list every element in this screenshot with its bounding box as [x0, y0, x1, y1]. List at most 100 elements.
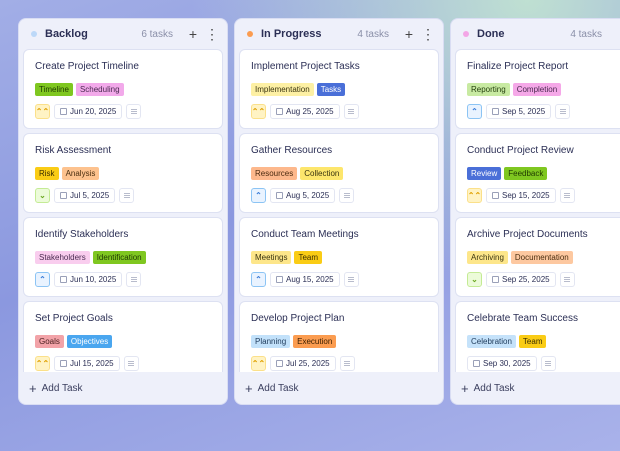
description-lines-icon[interactable] — [339, 188, 355, 203]
task-card[interactable]: Risk Assessment Risk Analysis ⌄ Jul 5, 2025 — [23, 133, 223, 213]
tag: Reporting — [467, 83, 510, 96]
tag-list: Review Feedback — [467, 167, 609, 180]
task-title: Conduct Project Review — [467, 145, 574, 156]
status-dot-icon — [463, 31, 469, 37]
due-date-text: Jun 20, 2025 — [70, 107, 117, 116]
description-lines-icon[interactable] — [555, 104, 571, 119]
chevron-down-icon[interactable]: ⌄ — [467, 272, 482, 287]
tag: Documentation — [510, 251, 573, 264]
task-card[interactable]: Celebrate Team Success Celebration Team Se… — [455, 301, 620, 372]
due-date-text: Jul 25, 2025 — [286, 359, 330, 368]
column-header: Done 4 tasks — [451, 19, 620, 49]
description-lines-icon[interactable] — [559, 272, 575, 287]
add-task-button[interactable]: + Add Task — [235, 372, 443, 404]
status-dot-icon — [31, 31, 37, 37]
tag: Team — [518, 335, 547, 348]
tag: Tasks — [316, 83, 346, 96]
tag: Resources — [251, 167, 298, 180]
description-lines-icon[interactable] — [343, 104, 359, 119]
tag-list: Risk Analysis — [35, 167, 211, 180]
due-date[interactable]: Aug 15, 2025 — [270, 272, 340, 287]
description-lines-icon[interactable] — [126, 272, 142, 287]
calendar-icon — [276, 360, 283, 367]
due-date-text: Aug 25, 2025 — [286, 107, 334, 116]
description-lines-icon[interactable] — [559, 188, 575, 203]
chevrons-up-icon[interactable]: ⌃⌃ — [35, 356, 50, 371]
task-title: Conduct Team Meetings — [251, 229, 359, 240]
due-date[interactable]: Sep 15, 2025 — [486, 188, 556, 203]
add-task-button[interactable]: + Add Task — [451, 372, 620, 404]
chevron-up-icon[interactable]: ⌃ — [251, 272, 266, 287]
calendar-icon — [276, 108, 283, 115]
due-date[interactable]: Jun 20, 2025 — [54, 104, 123, 119]
task-card[interactable]: Finalize Project Report Reporting Complet… — [455, 49, 620, 129]
due-date[interactable]: Sep 30, 2025 — [467, 356, 537, 371]
due-date[interactable]: Jul 15, 2025 — [54, 356, 120, 371]
due-date[interactable]: Aug 25, 2025 — [270, 104, 340, 119]
column-in-progress: In Progress 4 tasks + ⋮ Implement Project… — [234, 18, 444, 405]
chevrons-up-icon[interactable]: ⌃⌃ — [467, 188, 482, 203]
chevron-up-icon[interactable]: ⌃ — [35, 272, 50, 287]
task-title: Set Project Goals — [35, 313, 113, 324]
chevron-up-icon[interactable]: ⌃ — [467, 104, 482, 119]
calendar-icon — [276, 192, 283, 199]
due-date[interactable]: Aug 5, 2025 — [270, 188, 336, 203]
add-task-button[interactable]: + Add Task — [19, 372, 227, 404]
plus-icon[interactable]: + — [404, 26, 414, 42]
task-count: 6 tasks — [141, 28, 173, 40]
due-date[interactable]: Jul 5, 2025 — [54, 188, 116, 203]
tag: Timeline — [35, 83, 73, 96]
due-date-text: Jul 5, 2025 — [70, 191, 110, 200]
tag: Objectives — [66, 335, 113, 348]
more-vertical-icon[interactable]: ⋮ — [205, 26, 219, 42]
task-card[interactable]: Create Project Timeline Timeline Scheduli… — [23, 49, 223, 129]
task-card[interactable]: Set Project Goals Goals Objectives ⌃⌃ Jul 1… — [23, 301, 223, 372]
column-title: Backlog — [45, 28, 88, 40]
calendar-icon — [492, 276, 499, 283]
task-meta: ⌃ Sep 5, 2025 — [467, 104, 609, 119]
tag-list: Implementation Tasks — [251, 83, 427, 96]
card-list: Finalize Project Report Reporting Complet… — [455, 49, 620, 372]
due-date[interactable]: Jun 10, 2025 — [54, 272, 123, 287]
tag: Analysis — [61, 167, 100, 180]
task-card[interactable]: Conduct Team Meetings Meetings Team ⌃ Aug 1… — [239, 217, 439, 297]
task-title: Gather Resources — [251, 145, 333, 156]
calendar-icon — [60, 108, 67, 115]
task-card[interactable]: Archive Project Documents Archiving Docum… — [455, 217, 620, 297]
chevrons-up-icon[interactable]: ⌃⌃ — [35, 104, 50, 119]
task-card[interactable]: Gather Resources Resources Collection ⌃ Aug… — [239, 133, 439, 213]
chevron-down-icon[interactable]: ⌄ — [35, 188, 50, 203]
calendar-icon — [60, 360, 67, 367]
plus-icon[interactable]: + — [188, 26, 198, 42]
description-lines-icon[interactable] — [119, 188, 135, 203]
task-card[interactable]: Identify Stakeholders Stakeholders Identi… — [23, 217, 223, 297]
task-title: Create Project Timeline — [35, 61, 139, 72]
tag: Celebration — [467, 335, 516, 348]
tag: Collection — [300, 167, 344, 180]
task-meta: ⌃⌃ Jun 20, 2025 — [35, 104, 211, 119]
chevrons-up-icon[interactable]: ⌃⌃ — [251, 104, 266, 119]
due-date[interactable]: Sep 5, 2025 — [486, 104, 552, 119]
description-lines-icon[interactable] — [540, 356, 556, 371]
due-date[interactable]: Jul 25, 2025 — [270, 356, 336, 371]
tag-list: Reporting Completion — [467, 83, 609, 96]
description-lines-icon[interactable] — [339, 356, 355, 371]
task-card[interactable]: Develop Project Plan Planning Execution ⌃⌃… — [239, 301, 439, 372]
tag: Goals — [35, 335, 64, 348]
chevrons-up-icon[interactable]: ⌃⌃ — [251, 356, 266, 371]
task-card[interactable]: Conduct Project Review Review Feedback ⌃⌃ S… — [455, 133, 620, 213]
task-meta: ⌃ Aug 15, 2025 — [251, 272, 427, 287]
description-lines-icon[interactable] — [123, 356, 139, 371]
plus-icon: + — [461, 380, 469, 396]
due-date[interactable]: Sep 25, 2025 — [486, 272, 556, 287]
chevron-up-icon[interactable]: ⌃ — [251, 188, 266, 203]
column-title: In Progress — [261, 28, 322, 40]
task-title: Develop Project Plan — [251, 313, 345, 324]
description-lines-icon[interactable] — [343, 272, 359, 287]
task-card[interactable]: Implement Project Tasks Implementation Ta… — [239, 49, 439, 129]
plus-icon: + — [245, 380, 253, 396]
due-date-text: Sep 30, 2025 — [483, 359, 531, 368]
column-header: In Progress 4 tasks + ⋮ — [235, 19, 443, 49]
description-lines-icon[interactable] — [126, 104, 142, 119]
more-vertical-icon[interactable]: ⋮ — [421, 26, 435, 42]
